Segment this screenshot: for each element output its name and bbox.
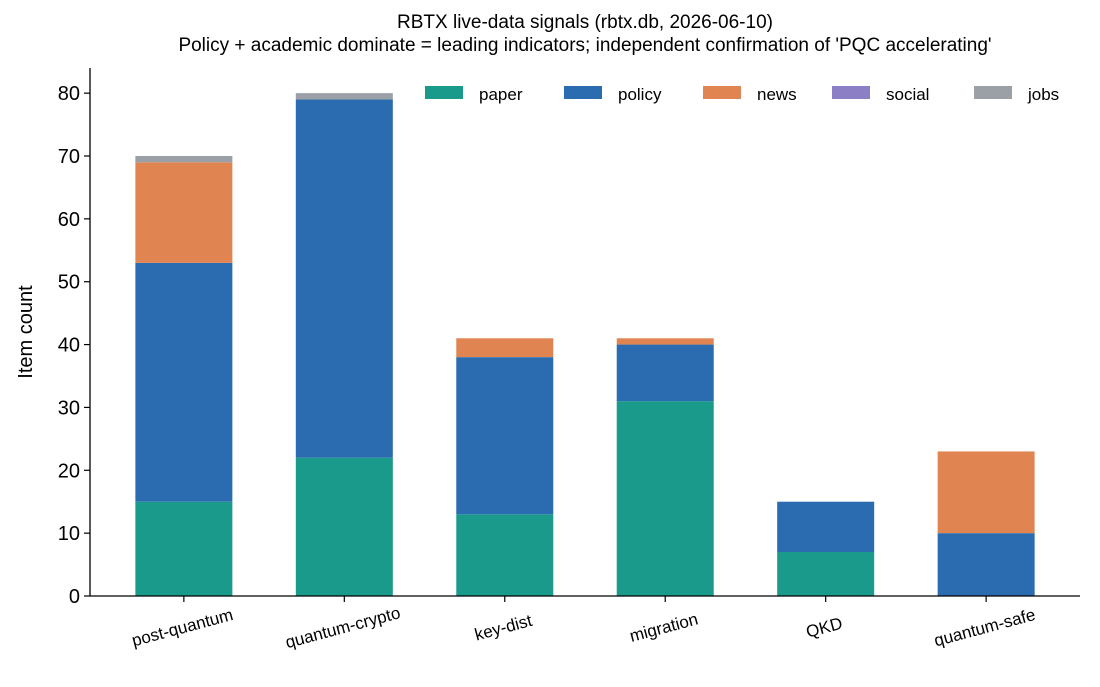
legend-swatch bbox=[832, 86, 870, 99]
bar-segment bbox=[937, 451, 1035, 534]
legend-swatch bbox=[564, 86, 602, 99]
legend-label: social bbox=[886, 85, 929, 104]
bar-segment bbox=[135, 162, 233, 263]
bar-segment bbox=[456, 338, 554, 358]
y-tick-label: 30 bbox=[58, 397, 80, 419]
bar-segment bbox=[135, 156, 233, 163]
x-tick-label: post-quantum bbox=[130, 605, 235, 650]
y-tick-label: 80 bbox=[58, 83, 80, 105]
chart-title: RBTX live-data signals (rbtx.db, 2026-06… bbox=[397, 12, 773, 33]
x-tick-label: quantum-safe bbox=[932, 605, 1037, 650]
bar-segment bbox=[937, 533, 1035, 596]
bar-segment bbox=[616, 344, 714, 402]
bar-segment bbox=[456, 357, 554, 515]
bar-segment bbox=[295, 93, 393, 100]
legend-label: paper bbox=[479, 85, 523, 104]
y-tick-label: 60 bbox=[58, 209, 80, 231]
y-tick-label: 20 bbox=[58, 460, 80, 482]
y-tick-label: 50 bbox=[58, 272, 80, 294]
chart-subtitle: Policy + academic dominate = leading ind… bbox=[178, 35, 991, 56]
legend-label: jobs bbox=[1027, 85, 1059, 104]
y-tick-label: 0 bbox=[69, 586, 80, 608]
x-tick-label: key-dist bbox=[473, 611, 535, 645]
legend-swatch bbox=[703, 86, 741, 99]
bar-segment bbox=[777, 501, 875, 552]
y-tick-label: 40 bbox=[58, 335, 80, 357]
y-tick-label: 70 bbox=[58, 146, 80, 168]
bar-segment bbox=[295, 457, 393, 596]
bar-segment bbox=[135, 501, 233, 596]
y-axis-label: Item count bbox=[15, 285, 37, 379]
legend-swatch bbox=[974, 86, 1012, 99]
bar-segment bbox=[295, 99, 393, 458]
x-tick-label: quantum-crypto bbox=[283, 603, 402, 652]
bar-segment bbox=[616, 338, 714, 345]
bar-segment bbox=[456, 514, 554, 596]
x-tick-label: migration bbox=[628, 609, 700, 645]
bar-segment bbox=[135, 262, 233, 502]
x-tick-label: QKD bbox=[804, 614, 845, 642]
legend-label: policy bbox=[618, 85, 662, 104]
bar-segment bbox=[616, 401, 714, 596]
y-tick-label: 10 bbox=[58, 523, 80, 545]
legend-swatch bbox=[425, 86, 463, 99]
bar-segment bbox=[777, 552, 875, 596]
legend-label: news bbox=[757, 85, 797, 104]
